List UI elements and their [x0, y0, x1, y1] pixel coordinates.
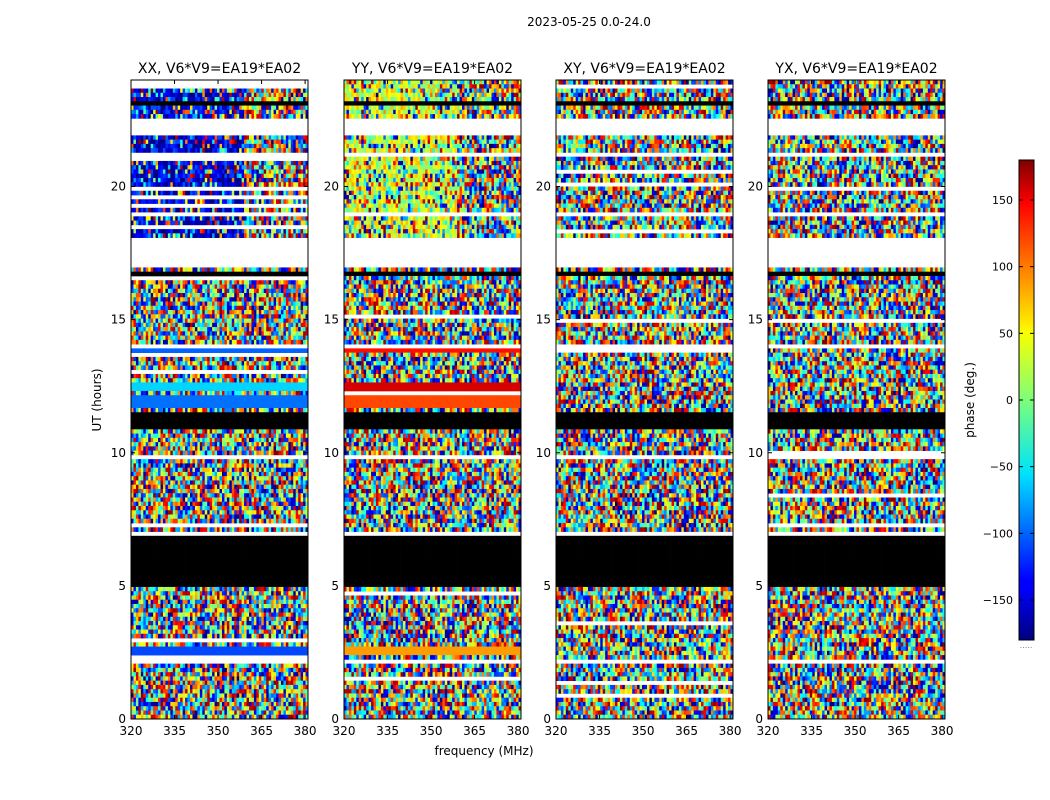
x-tick-label: 365 [463, 724, 486, 738]
heatmap-image [344, 80, 521, 719]
panel-title: XY, V6*V9=EA19*EA02 [563, 61, 725, 77]
x-tick-label: 320 [757, 724, 780, 738]
y-tick-label: 15 [324, 313, 339, 327]
heatmap-image [768, 80, 945, 719]
x-tick-label: 320 [120, 724, 143, 738]
y-tick-label: 0 [331, 712, 339, 726]
x-tick-label: 350 [207, 724, 230, 738]
x-tick-label: 350 [420, 724, 443, 738]
x-tick-label: 380 [931, 724, 954, 738]
colorbar-tick-label: −100 [983, 527, 1013, 540]
x-tick-label: 350 [632, 724, 655, 738]
x-tick-label: 320 [545, 724, 568, 738]
panel-2: YY, V6*V9=EA19*EA02 320 335 350 365 380 0 5 10 15… [324, 61, 534, 758]
colorbar-tick-label: 50 [999, 327, 1013, 340]
y-tick-label: 20 [111, 180, 126, 194]
panel-frame [130, 79, 309, 720]
x-tick-label: 335 [376, 724, 399, 738]
y-tick-label: 0 [543, 712, 551, 726]
panel-3: XY, V6*V9=EA19*EA02 320 335 350 365 380 0 5 10 15… [536, 61, 742, 738]
colorbar-tick-label: 100 [992, 261, 1013, 274]
y-tick-label: 10 [111, 446, 126, 460]
colorbar-tick-label: −50 [990, 461, 1013, 474]
y-tick-label: 10 [748, 446, 763, 460]
y-tick-label: 15 [536, 313, 551, 327]
y-tick-label: 15 [748, 313, 763, 327]
x-tick-label: 380 [507, 724, 530, 738]
panel-title: YY, V6*V9=EA19*EA02 [351, 61, 513, 77]
colorbar-tick-label: 150 [992, 194, 1013, 207]
x-axis-label: frequency (MHz) [434, 744, 533, 758]
colorbar-label: phase (deg.) [963, 362, 977, 438]
y-tick-label: 15 [111, 313, 126, 327]
panel-frame [343, 79, 522, 720]
y-tick-label: 5 [118, 579, 126, 593]
colorbar-tick-label: 0 [1006, 394, 1013, 407]
heatmap-image [556, 80, 733, 719]
panel-title: XX, V6*V9=EA19*EA02 [138, 61, 301, 77]
y-tick-label: 10 [324, 446, 339, 460]
y-tick-label: 0 [118, 712, 126, 726]
y-tick-label: 5 [331, 579, 339, 593]
panel-title: YX, V6*V9=EA19*EA02 [774, 61, 937, 77]
y-axis-label: UT (hours) [90, 368, 104, 431]
colorbar: 150 100 50 0 −50 −100 −150 phase (deg.) ..... [963, 159, 1035, 650]
x-tick-label: 365 [250, 724, 273, 738]
x-tick-label: 320 [333, 724, 356, 738]
panel-1: XX, V6*V9=EA19*EA02 320 335 350 365 380 0 5 10 15… [90, 61, 317, 738]
panel-4: YX, V6*V9=EA19*EA02 320 335 350 365 380 0 5 10 15… [748, 61, 954, 738]
x-tick-label: 335 [163, 724, 186, 738]
x-tick-label: 365 [887, 724, 910, 738]
x-tick-label: 335 [800, 724, 823, 738]
y-tick-label: 20 [536, 180, 551, 194]
heatmap-image [131, 88, 308, 719]
panel-frame [555, 79, 734, 720]
y-tick-label: 10 [536, 446, 551, 460]
x-tick-label: 365 [675, 724, 698, 738]
x-tick-label: 335 [588, 724, 611, 738]
figure-suptitle: 2023-05-25 0.0-24.0 [527, 15, 651, 29]
y-tick-label: 20 [324, 180, 339, 194]
panel-frame [767, 79, 946, 720]
x-tick-label: 380 [294, 724, 317, 738]
x-tick-label: 350 [844, 724, 867, 738]
colorbar-dots: ..... [1020, 641, 1033, 650]
y-tick-label: 0 [755, 712, 763, 726]
y-tick-label: 5 [543, 579, 551, 593]
y-tick-label: 5 [755, 579, 763, 593]
colorbar-tick-label: −150 [983, 594, 1013, 607]
x-tick-label: 380 [719, 724, 742, 738]
y-tick-label: 20 [748, 180, 763, 194]
